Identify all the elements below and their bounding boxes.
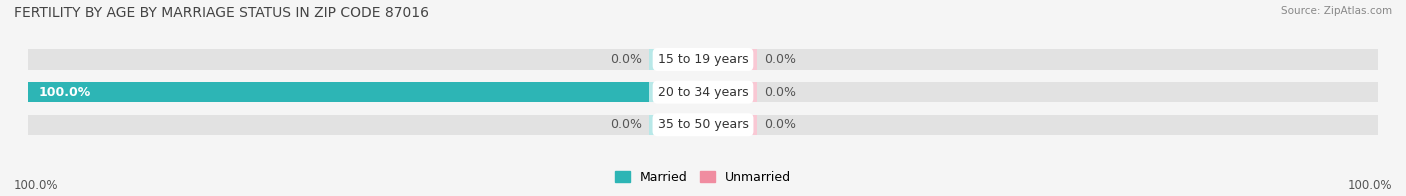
Bar bbox=[28, 82, 703, 102]
Bar bbox=[28, 49, 703, 70]
Text: Source: ZipAtlas.com: Source: ZipAtlas.com bbox=[1281, 6, 1392, 16]
Bar bbox=[703, 49, 756, 70]
Text: 0.0%: 0.0% bbox=[763, 118, 796, 131]
Text: 100.0%: 100.0% bbox=[1347, 179, 1392, 192]
Legend: Married, Unmarried: Married, Unmarried bbox=[610, 166, 796, 189]
Bar bbox=[703, 82, 1378, 102]
Bar bbox=[650, 115, 703, 135]
Bar bbox=[650, 82, 703, 102]
Text: 100.0%: 100.0% bbox=[14, 179, 59, 192]
Bar bbox=[28, 115, 703, 135]
Text: 15 to 19 years: 15 to 19 years bbox=[658, 53, 748, 66]
Text: 0.0%: 0.0% bbox=[763, 86, 796, 99]
Text: 0.0%: 0.0% bbox=[610, 53, 643, 66]
Bar bbox=[28, 82, 703, 102]
Text: 0.0%: 0.0% bbox=[610, 118, 643, 131]
Bar bbox=[703, 49, 1378, 70]
Bar bbox=[650, 49, 703, 70]
Text: 35 to 50 years: 35 to 50 years bbox=[658, 118, 748, 131]
Bar bbox=[703, 115, 1378, 135]
Bar bbox=[703, 82, 756, 102]
Text: 100.0%: 100.0% bbox=[38, 86, 90, 99]
Text: FERTILITY BY AGE BY MARRIAGE STATUS IN ZIP CODE 87016: FERTILITY BY AGE BY MARRIAGE STATUS IN Z… bbox=[14, 6, 429, 20]
Bar bbox=[703, 115, 756, 135]
Text: 20 to 34 years: 20 to 34 years bbox=[658, 86, 748, 99]
Text: 0.0%: 0.0% bbox=[763, 53, 796, 66]
